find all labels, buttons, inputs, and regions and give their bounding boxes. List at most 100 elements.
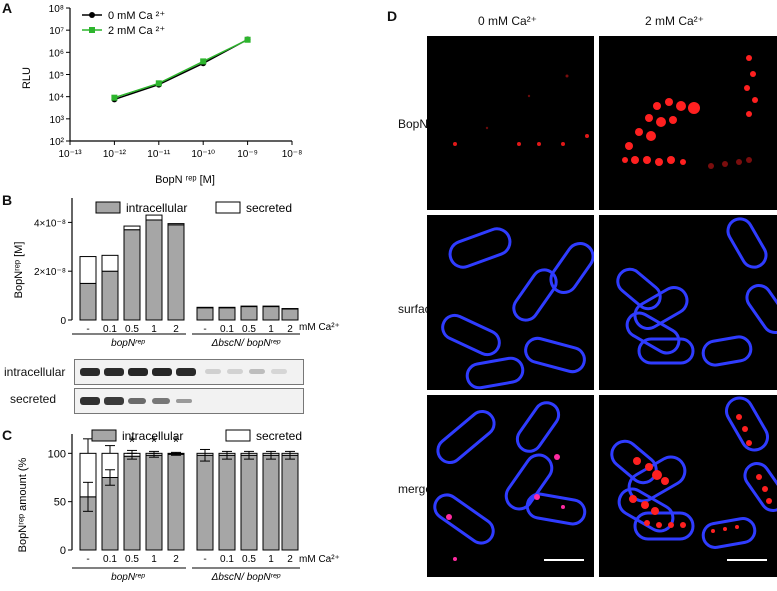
- y-tick-label: 10²: [50, 137, 65, 148]
- y-tick-label: 10⁸: [49, 4, 64, 15]
- x-tick-label: 10⁻¹³: [58, 149, 82, 160]
- blot-band: [176, 399, 192, 403]
- x-tick-label: 1: [268, 324, 274, 335]
- x-tick-label: 0.5: [242, 554, 256, 565]
- x-tick-label: 0.5: [125, 324, 139, 335]
- x-tick-label: 1: [268, 554, 274, 565]
- bar-intracellular: [281, 454, 299, 551]
- y-axis-label: BopNʳᵉᵖ amount (%: [17, 457, 29, 552]
- group-label-bopn: bopNʳᵉᵖ: [111, 338, 145, 349]
- significance-asterisk: *: [129, 434, 135, 451]
- y-tick-label: 10⁵: [49, 71, 64, 82]
- bar-secreted: [167, 223, 185, 226]
- legend-swatch-intracellular: [91, 429, 117, 442]
- bar-intracellular: [167, 224, 185, 321]
- bar-intracellular: [145, 454, 163, 551]
- legend-swatch-secreted: [225, 429, 251, 442]
- panel-letter-b: B: [2, 192, 13, 208]
- y-tick-label: 100: [48, 448, 66, 460]
- x-tick-label: 0.1: [103, 554, 117, 565]
- data-point: [111, 94, 118, 101]
- x-tick-label: 2: [173, 554, 179, 565]
- legend-swatch-intracellular: [95, 201, 121, 214]
- y-tick-label: 10³: [50, 115, 65, 126]
- micrograph-surface-0mm: [427, 215, 594, 390]
- group-label-bscn: ΔbscN/ bopNʳᵉᵖ: [211, 338, 281, 349]
- panel-letter-c: C: [2, 427, 13, 443]
- bar-intracellular: [218, 307, 236, 321]
- y-axis-label: BopNʳᵉᵖ [M]: [13, 242, 25, 299]
- x-tick-label: 10⁻¹²: [103, 149, 127, 160]
- legend-marker-0mm: [89, 12, 95, 18]
- blot-band: [152, 398, 170, 404]
- x-tick-label: 10⁻⁹: [237, 149, 258, 160]
- micrograph-bopn-0mm: [427, 36, 594, 210]
- group-label-bopn: bopNʳᵉᵖ: [111, 572, 145, 583]
- micrograph-surface-2mm: [599, 215, 777, 390]
- significance-asterisk: *: [151, 434, 157, 451]
- legend-label-0mm: 0 mM Ca ²⁺: [108, 10, 165, 22]
- x-tick-label: 2: [287, 324, 293, 335]
- x-tick-label: 2: [287, 554, 293, 565]
- y-tick-label: 50: [54, 497, 66, 509]
- x-tick-label: 0.1: [103, 324, 117, 335]
- column-label-0mm: 0 mM Ca²⁺: [478, 14, 538, 28]
- bar-intracellular: [262, 306, 280, 321]
- x-axis-label: BopN ʳᵉᵖ [M]: [155, 174, 215, 186]
- blot-band: [227, 369, 243, 374]
- panel-letter-a: A: [2, 0, 13, 16]
- blot-band: [271, 369, 287, 374]
- bar-secreted: [123, 225, 141, 231]
- x-tick-label: 0.1: [220, 554, 234, 565]
- legend-label-secreted: secreted: [256, 429, 302, 443]
- micrograph-merge-2mm: [599, 395, 777, 577]
- bar-intracellular: [145, 219, 163, 321]
- y-tick-label: 10⁶: [49, 48, 64, 59]
- x-tick-label: 1: [151, 554, 157, 565]
- blot-band: [176, 368, 196, 376]
- x-tick-label: -: [86, 554, 89, 565]
- scale-bar: [727, 559, 767, 561]
- bar-intracellular: [123, 455, 141, 551]
- micrograph-merge-0mm: [427, 395, 594, 577]
- bar-intracellular: [123, 229, 141, 321]
- x-tick-label: 0.5: [125, 554, 139, 565]
- legend-swatch-secreted: [215, 201, 241, 214]
- blot-band: [128, 368, 148, 376]
- bar-secreted: [101, 254, 119, 272]
- y-axis-label: RLU: [21, 67, 33, 89]
- series-line: [114, 39, 248, 99]
- x-tick-label: 2: [173, 324, 179, 335]
- data-point: [155, 80, 162, 87]
- blot-band: [128, 398, 146, 404]
- y-tick-label: 10⁴: [49, 93, 64, 104]
- bar-secreted: [79, 256, 97, 284]
- blot-band: [80, 368, 100, 376]
- blot-band: [80, 397, 100, 405]
- panel-letter-d: D: [387, 8, 398, 24]
- legend-label-secreted: secreted: [246, 201, 292, 215]
- y-tick-label: 0: [60, 316, 66, 327]
- legend-label-intracellular: intracellular: [122, 429, 183, 443]
- bar-intracellular: [218, 454, 236, 551]
- blot-band: [152, 368, 172, 376]
- row-label-bopn: BopN: [398, 117, 429, 131]
- significance-asterisk: *: [173, 434, 179, 451]
- bar-intracellular: [101, 270, 119, 321]
- panel-a-line-chart: 10² 10³ 10⁴ 10⁵ 10⁶ 10⁷ 10⁸ 10⁻¹³ 10⁻¹² 10⁻¹¹ 10⁻…: [21, 4, 302, 186]
- x-tick-label: 1: [151, 324, 157, 335]
- blot-band: [249, 369, 265, 374]
- x-tick-label: 0.1: [220, 324, 234, 335]
- bar-intracellular: [240, 454, 258, 551]
- panel-c-bar-chart: 0 50 100 * * * - 0.1 0.5 1 2 - 0.1 0.5 1 2 BopNʳᵉᵖ am…: [17, 429, 340, 583]
- bar-intracellular: [79, 282, 97, 321]
- row-label-merge: merge: [398, 482, 433, 496]
- y-tick-label: 10⁷: [49, 26, 64, 37]
- group-label-bscn: ΔbscN/ bopNʳᵉᵖ: [211, 572, 281, 583]
- blot-band: [104, 368, 124, 376]
- blot-band: [104, 397, 124, 405]
- column-label-2mm: 2 mM Ca²⁺: [645, 14, 705, 28]
- blot-band: [205, 369, 221, 374]
- x-tick-label: -: [203, 324, 206, 335]
- micrograph-bopn-2mm: [599, 36, 777, 210]
